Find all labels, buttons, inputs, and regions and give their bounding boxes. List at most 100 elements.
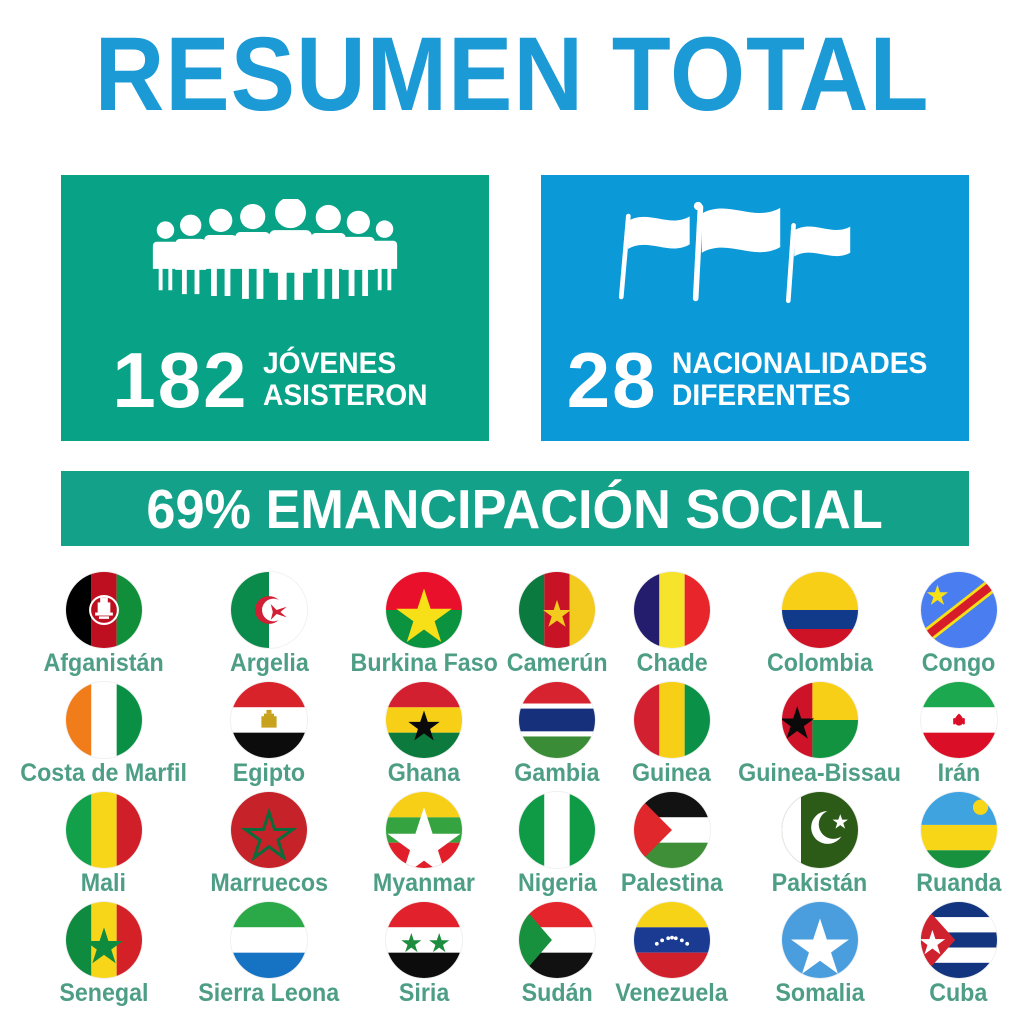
country-cell: Guinea-Bissau: [732, 682, 907, 788]
stat-card-nationalities-bottom: 28 NACIONALIDADES DIFERENTES: [541, 335, 969, 424]
country-cell: Burkina Faso: [345, 572, 503, 678]
country-cell: Irán: [907, 682, 1010, 788]
venezuela-flag-icon: [633, 902, 710, 978]
nationalities-label: NACIONALIDADES DIFERENTES: [672, 348, 927, 411]
three-flags-icon: [541, 189, 969, 309]
afghanistan-flag-icon: [65, 572, 142, 648]
country-cell: Costa de Marfil: [14, 682, 193, 788]
burkina-faso-flag-icon: [385, 572, 462, 648]
stat-card-nationalities: 28 NACIONALIDADES DIFERENTES: [541, 175, 969, 441]
myanmar-flag-icon: [385, 792, 462, 868]
country-name-label: Venezuela: [615, 979, 729, 1007]
country-cell: Egipto: [193, 682, 344, 788]
nationalities-label-line2: DIFERENTES: [671, 378, 851, 412]
country-name-label: Afganistán: [43, 649, 164, 677]
algeria-flag-icon: [230, 572, 307, 648]
country-name-label: Mali: [80, 869, 127, 897]
country-cell: Colombia: [732, 572, 907, 678]
country-cell: Afganistán: [14, 572, 193, 678]
country-cell: Nigeria: [503, 792, 611, 898]
country-name-label: Nigeria: [517, 869, 597, 897]
nationalities-number: 28: [566, 335, 658, 424]
nationalities-label-line1: NACIONALIDADES: [671, 347, 927, 381]
crowd-of-people-icon: [61, 189, 489, 309]
country-cell: Argelia: [193, 572, 344, 678]
chad-flag-icon: [633, 572, 710, 648]
country-cell: Venezuela: [611, 902, 732, 1008]
country-name-label: Senegal: [59, 979, 149, 1007]
country-cell: Sierra Leona: [193, 902, 344, 1008]
iran-flag-icon: [920, 682, 997, 758]
country-name-label: Siria: [398, 979, 450, 1007]
country-cell: Guinea: [611, 682, 732, 788]
country-name-label: Sudán: [521, 979, 593, 1007]
country-cell: Gambia: [503, 682, 611, 788]
attendees-label-line2: ASISTERON: [262, 378, 428, 412]
rwanda-flag-icon: [920, 792, 997, 868]
country-cell: Chade: [611, 572, 732, 678]
sudan-flag-icon: [519, 902, 596, 978]
country-name-label: Guinea-Bissau: [738, 759, 902, 787]
country-cell: Senegal: [14, 902, 193, 1008]
pakistan-flag-icon: [781, 792, 858, 868]
country-name-label: Cuba: [929, 979, 988, 1007]
country-name-label: Irán: [937, 759, 981, 787]
country-name-label: Egipto: [232, 759, 306, 787]
attendees-label: JÓVENES ASISTERON: [263, 348, 428, 411]
palestine-flag-icon: [633, 792, 710, 868]
ivory-coast-flag-icon: [65, 682, 142, 758]
morocco-flag-icon: [230, 792, 307, 868]
country-cell: Camerún: [503, 572, 611, 678]
country-name-label: Camerún: [506, 649, 608, 677]
stat-card-attendees-bottom: 182 JÓVENES ASISTERON: [61, 335, 489, 424]
guinea-bissau-flag-icon: [781, 682, 858, 758]
cameroon-flag-icon: [519, 572, 596, 648]
country-cell: Mali: [14, 792, 193, 898]
emancipation-banner-text: 69% EMANCIPACIÓN SOCIAL: [146, 477, 884, 540]
mali-flag-icon: [65, 792, 142, 868]
country-cell: Palestina: [611, 792, 732, 898]
country-name-label: Sierra Leona: [198, 979, 340, 1007]
colombia-flag-icon: [781, 572, 858, 648]
egypt-flag-icon: [230, 682, 307, 758]
cuba-flag-icon: [920, 902, 997, 978]
country-cell: Congo: [907, 572, 1010, 678]
country-name-label: Ruanda: [916, 869, 1002, 897]
guinea-flag-icon: [633, 682, 710, 758]
country-name-label: Costa de Marfil: [20, 759, 187, 787]
country-name-label: Colombia: [766, 649, 873, 677]
attendees-number: 182: [112, 335, 249, 424]
gambia-flag-icon: [519, 682, 596, 758]
nigeria-flag-icon: [519, 792, 596, 868]
country-name-label: Marruecos: [210, 869, 328, 897]
country-cell: Myanmar: [345, 792, 503, 898]
stat-card-attendees: 182 JÓVENES ASISTERON: [61, 175, 489, 441]
somalia-flag-icon: [781, 902, 858, 978]
country-name-label: Guinea: [632, 759, 712, 787]
country-cell: Sudán: [503, 902, 611, 1008]
sierra-leone-flag-icon: [230, 902, 307, 978]
country-name-label: Argelia: [229, 649, 309, 677]
page-title: RESUMEN TOTAL: [94, 16, 930, 133]
country-cell: Ghana: [345, 682, 503, 788]
country-name-label: Ghana: [387, 759, 461, 787]
syria-flag-icon: [385, 902, 462, 978]
senegal-flag-icon: [65, 902, 142, 978]
attendees-label-line1: JÓVENES: [262, 347, 396, 381]
country-name-label: Myanmar: [372, 869, 475, 897]
country-name-label: Pakistán: [772, 869, 868, 897]
dr-congo-flag-icon: [920, 572, 997, 648]
country-name-label: Chade: [636, 649, 708, 677]
ghana-flag-icon: [385, 682, 462, 758]
country-cell: Cuba: [907, 902, 1010, 1008]
country-name-label: Palestina: [620, 869, 723, 897]
country-name-label: Somalia: [775, 979, 865, 1007]
country-cell: Somalia: [732, 902, 907, 1008]
country-cell: Siria: [345, 902, 503, 1008]
country-cell: Marruecos: [193, 792, 344, 898]
country-flag-grid: Afganistán Argelia Burkina Faso Camerún Chad…: [14, 572, 1010, 1008]
country-name-label: Burkina Faso: [350, 649, 498, 677]
country-name-label: Gambia: [514, 759, 600, 787]
country-cell: Pakistán: [732, 792, 907, 898]
